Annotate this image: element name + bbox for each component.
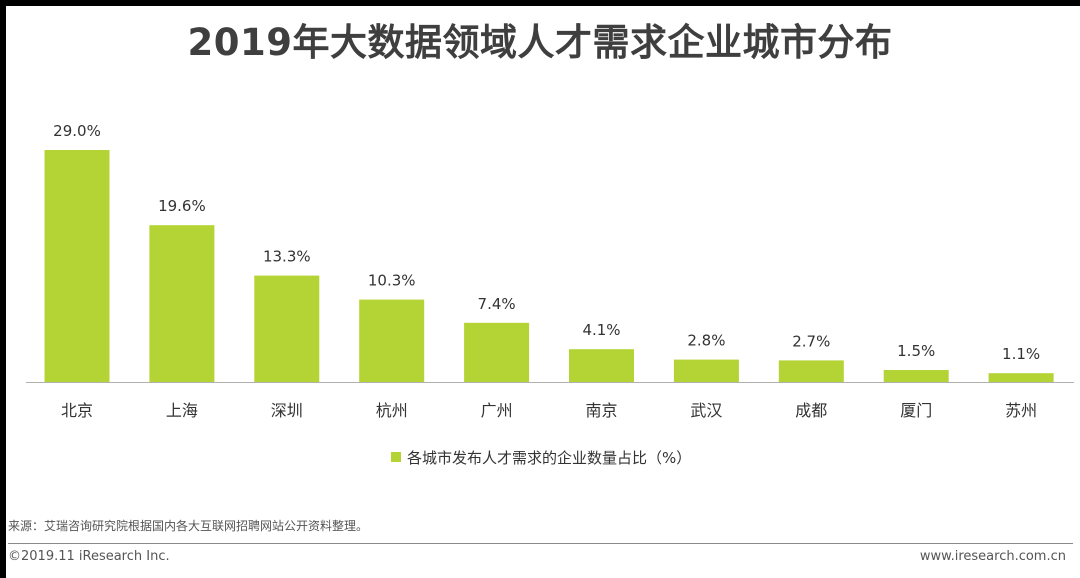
top-border [0,0,1080,6]
data-label-1: 29.0% [53,122,101,140]
copyright-text: ©2019.11 iResearch Inc. [8,549,170,564]
category-label-1: 北京 [61,401,93,420]
category-label-9: 厦门 [900,401,932,420]
category-label-4: 杭州 [376,401,408,420]
legend-swatch [391,452,401,462]
data-label-3: 13.3% [263,248,311,266]
bar-2 [149,225,215,382]
bar-8 [778,360,844,382]
bar-7 [673,359,739,382]
data-label-6: 4.1% [582,321,620,339]
bar-6 [569,349,634,382]
bar-1 [44,150,110,382]
category-label-2: 上海 [166,401,198,420]
data-label-4: 10.3% [368,272,416,290]
category-label-8: 成都 [795,401,827,420]
data-label-2: 19.6% [158,197,206,215]
bar-5 [464,322,530,382]
data-label-8: 2.7% [792,332,830,350]
bar-10 [988,373,1054,382]
footer-divider [8,543,1073,544]
bar-9 [883,370,949,382]
data-label-5: 7.4% [478,295,516,313]
legend-label: 各城市发布人才需求的企业数量占比（%） [407,448,692,467]
website-link[interactable]: www.iresearch.com.cn [919,549,1066,564]
category-label-7: 武汉 [690,401,722,420]
left-border [0,0,6,578]
bar-chart: 29.0% 北京 19.6% 上海 13.3% 深圳 10.3% 杭州 7.4% 广州 4.1% 南京… [26,122,1074,420]
bar-4 [359,299,425,382]
data-label-9: 1.5% [897,342,935,360]
category-label-6: 南京 [585,401,617,420]
category-label-10: 苏州 [1005,401,1037,420]
source-note: 来源：艾瑞咨询研究院根据国内各大互联网招聘网站公开资料整理。 [8,519,369,533]
data-label-10: 1.1% [1002,345,1040,363]
chart-title: 2019年大数据领域人才需求企业城市分布 [187,21,893,64]
data-label-7: 2.8% [687,332,725,350]
chart-legend: 各城市发布人才需求的企业数量占比（%） [391,446,691,468]
category-label-3: 深圳 [271,401,303,420]
bar-3 [254,275,320,382]
category-label-5: 广州 [481,401,513,420]
